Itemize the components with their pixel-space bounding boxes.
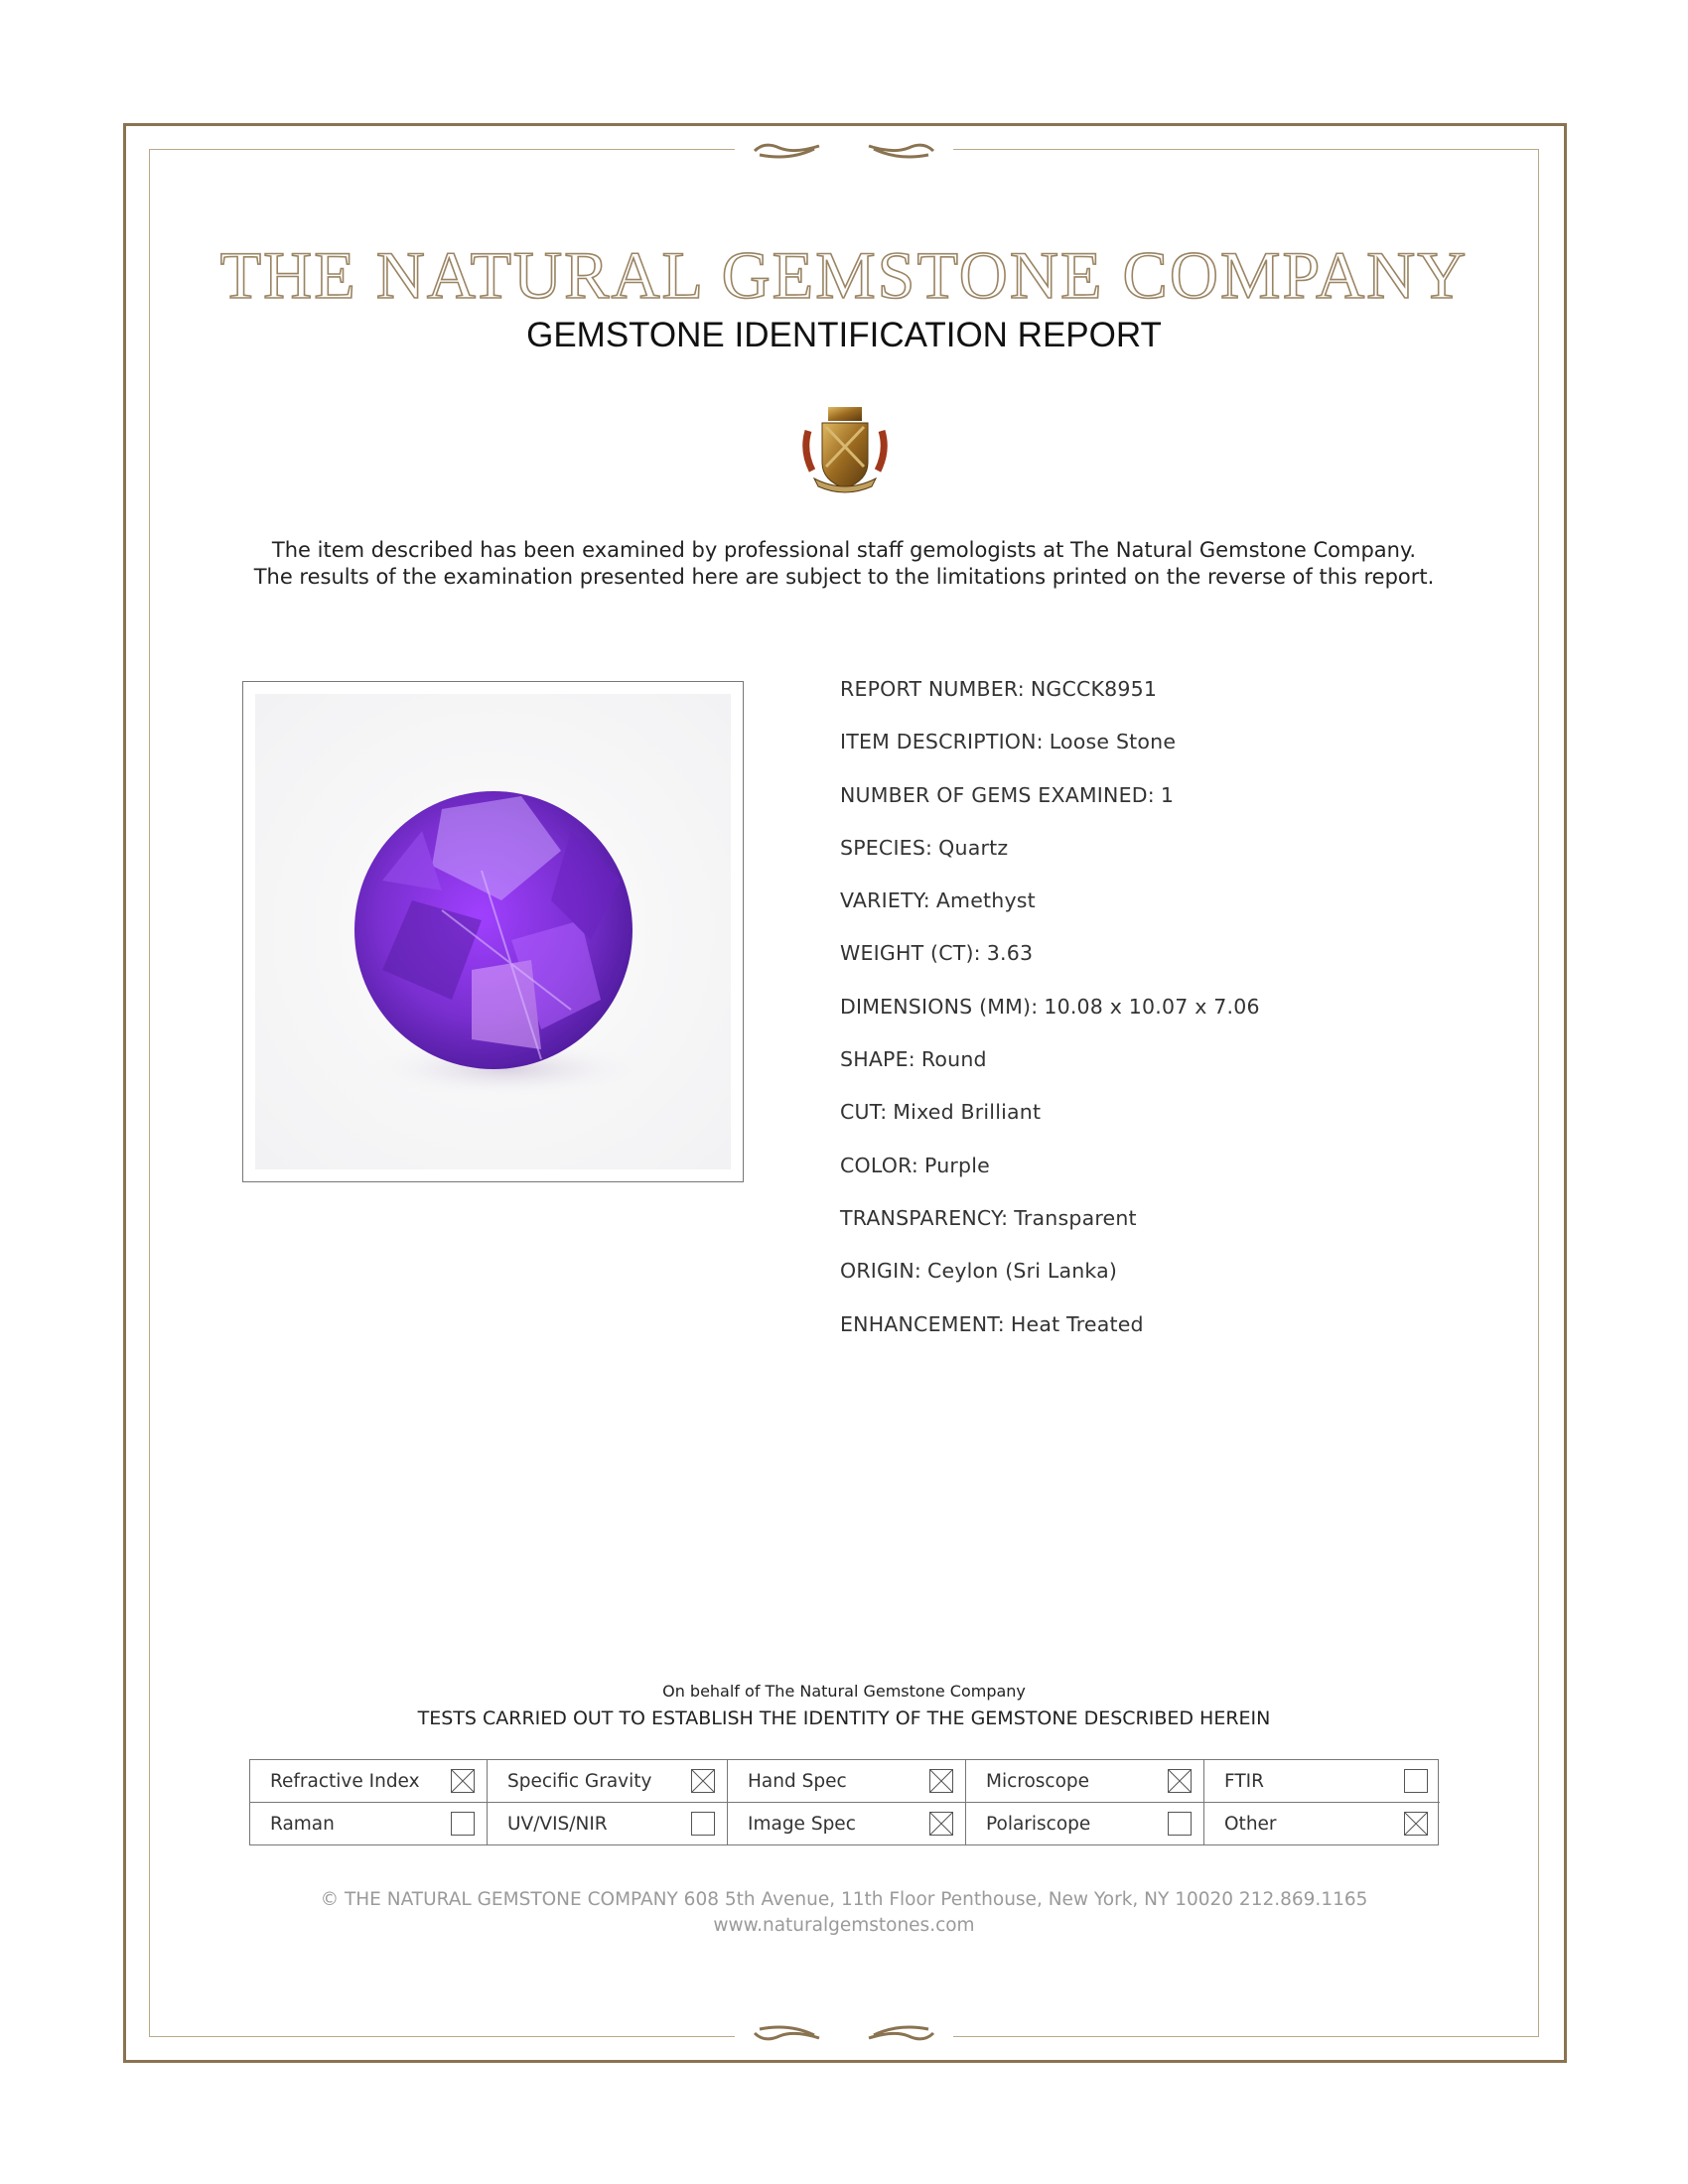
detail-label: CUT: [840,1100,888,1125]
scroll-ornament-icon [735,2021,953,2051]
detail-value: Quartz [938,835,1009,860]
detail-value: Purple [924,1153,990,1177]
detail-label: SHAPE: [840,1047,915,1072]
company-title: THE NATURAL GEMSTONE COMPANY [219,236,1469,314]
test-label: Specific Gravity [507,1770,652,1792]
test-item: Hand Spec [728,1760,966,1803]
intro-line: The item described has been examined by … [271,538,1417,562]
detail-label: DIMENSIONS (MM): [840,994,1039,1019]
detail-label: VARIETY: [840,888,930,913]
detail-row: NUMBER OF GEMS EXAMINED: 1 [840,783,1260,836]
outer-border [123,123,1567,2063]
test-label: Polariscope [986,1814,1091,1835]
intro-line: The results of the examination presented… [253,565,1435,589]
footer: © THE NATURAL GEMSTONE COMPANY 608 5th A… [0,1887,1688,1939]
test-checkbox[interactable] [1404,1812,1428,1836]
test-label: Microscope [986,1770,1090,1792]
detail-row: DIMENSIONS (MM): 10.08 x 10.07 x 7.06 [840,995,1260,1047]
test-checkbox[interactable] [451,1812,475,1836]
test-item: FTIR [1204,1760,1440,1803]
detail-label: SPECIES: [840,835,933,860]
gem-details: REPORT NUMBER: NGCCK8951 ITEM DESCRIPTION:… [840,677,1260,1365]
footer-address: © THE NATURAL GEMSTONE COMPANY 608 5th A… [320,1889,1368,1910]
detail-value: Transparent [1014,1205,1137,1230]
detail-label: NUMBER OF GEMS EXAMINED: [840,782,1155,807]
cross-check-icon [452,1770,474,1792]
test-label: Refractive Index [270,1770,420,1792]
cross-check-icon [1169,1770,1191,1792]
detail-row: CUT: Mixed Brilliant [840,1100,1260,1153]
detail-value: Amethyst [935,888,1036,913]
test-item: Refractive Index [250,1760,488,1803]
detail-label: WEIGHT (CT): [840,941,981,966]
detail-row: TRANSPARENCY: Transparent [840,1206,1260,1259]
cross-check-icon [692,1770,714,1792]
detail-label: TRANSPARENCY: [840,1205,1009,1230]
test-checkbox[interactable] [451,1769,475,1793]
detail-label: ORIGIN: [840,1259,921,1284]
on-behalf-text: On behalf of The Natural Gemstone Compan… [662,1682,1026,1701]
test-label: Hand Spec [748,1770,847,1792]
detail-row: ORIGIN: Ceylon (Sri Lanka) [840,1259,1260,1311]
detail-value: Mixed Brilliant [893,1100,1042,1125]
cross-check-icon [1405,1813,1427,1835]
test-label: FTIR [1224,1770,1264,1792]
test-checkbox[interactable] [929,1769,953,1793]
test-label: UV/VIS/NIR [507,1814,608,1835]
detail-row: ITEM DESCRIPTION: Loose Stone [840,730,1260,782]
detail-value: NGCCK8951 [1030,677,1158,701]
test-checkbox[interactable] [691,1769,715,1793]
tests-heading: TESTS CARRIED OUT TO ESTABLISH THE IDENT… [417,1707,1271,1729]
detail-row: REPORT NUMBER: NGCCK8951 [840,677,1260,730]
test-checkbox[interactable] [1404,1769,1428,1793]
detail-value: Heat Treated [1010,1311,1144,1336]
detail-label: REPORT NUMBER: [840,677,1025,701]
detail-label: ENHANCEMENT: [840,1311,1005,1336]
test-item: Specific Gravity [488,1760,728,1803]
detail-value: Round [920,1047,987,1072]
cross-check-icon [930,1770,952,1792]
detail-value: 3.63 [986,941,1034,966]
test-checkbox[interactable] [1168,1769,1192,1793]
test-item: UV/VIS/NIR [488,1803,728,1845]
detail-row: SPECIES: Quartz [840,836,1260,888]
detail-value: 1 [1160,782,1175,807]
test-label: Raman [270,1814,335,1835]
detail-value: Loose Stone [1049,730,1177,754]
detail-label: ITEM DESCRIPTION: [840,730,1044,754]
test-checkbox[interactable] [929,1812,953,1836]
report-title: GEMSTONE IDENTIFICATION REPORT [526,316,1162,354]
crest-logo-icon [802,407,888,493]
footer-website: www.naturalgemstones.com [713,1915,975,1936]
test-checkbox[interactable] [691,1812,715,1836]
detail-row: COLOR: Purple [840,1154,1260,1206]
detail-row: ENHANCEMENT: Heat Treated [840,1312,1260,1365]
tests-table: Refractive Index Specific Gravity Hand Spe… [249,1759,1440,1845]
detail-label: COLOR: [840,1153,918,1177]
gemstone-photo [242,681,744,1182]
scroll-ornament-icon [735,133,953,163]
cross-check-icon [930,1813,952,1835]
test-item: Polariscope [966,1803,1204,1845]
test-checkbox[interactable] [1168,1812,1192,1836]
intro-text: The item described has been examined by … [0,537,1688,591]
test-label: Image Spec [748,1814,856,1835]
detail-row: WEIGHT (CT): 3.63 [840,941,1260,994]
test-item: Other [1204,1803,1440,1845]
test-item: Microscope [966,1760,1204,1803]
detail-row: VARIETY: Amethyst [840,888,1260,941]
test-label: Other [1224,1814,1277,1835]
detail-value: Ceylon (Sri Lanka) [927,1259,1118,1284]
detail-row: SHAPE: Round [840,1047,1260,1100]
test-item: Raman [250,1803,488,1845]
test-item: Image Spec [728,1803,966,1845]
detail-value: 10.08 x 10.07 x 7.06 [1044,994,1260,1019]
